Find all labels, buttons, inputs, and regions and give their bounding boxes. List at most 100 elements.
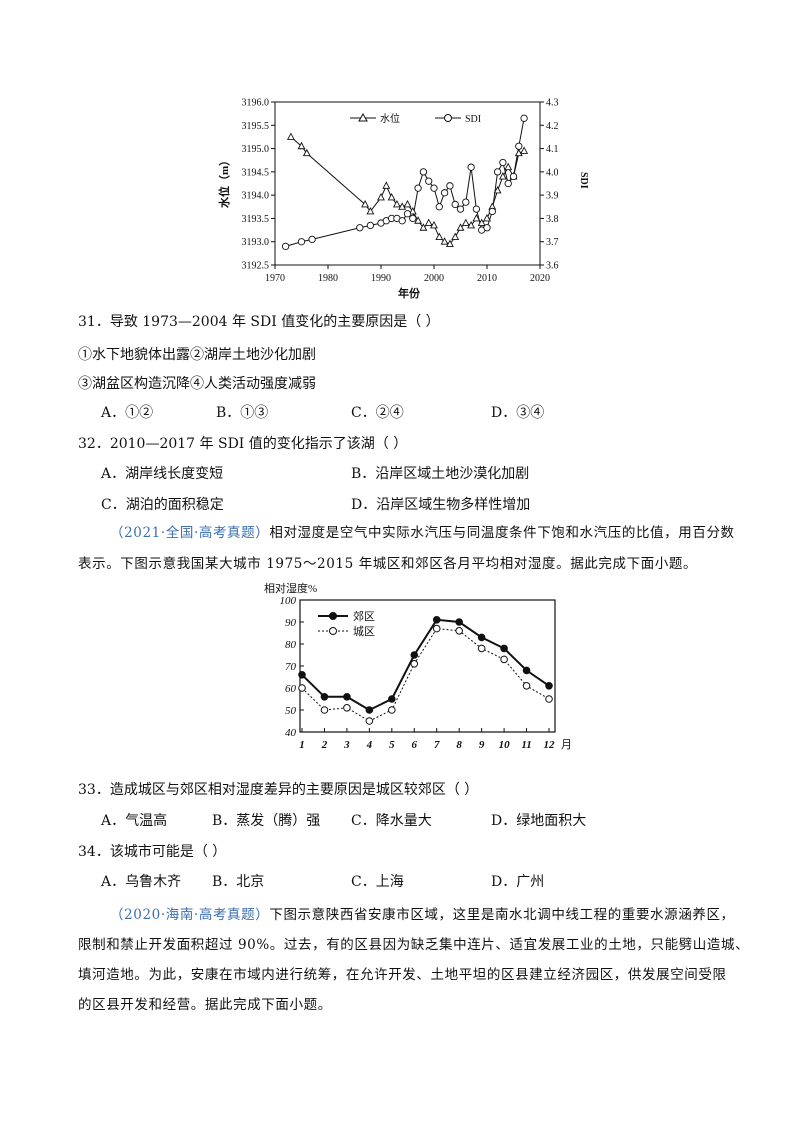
water-level-point — [461, 218, 470, 227]
q31-option-d[interactable]: D．③④ — [491, 405, 545, 421]
sdi-point — [308, 235, 316, 244]
urban-point — [320, 706, 329, 714]
x-tick-label: 2010 — [477, 273, 497, 284]
urban-point — [500, 655, 508, 664]
sdi-point — [515, 142, 523, 150]
q34-option-c[interactable]: C．上海 — [351, 874, 404, 890]
water-level-point — [382, 181, 391, 189]
suburb-point — [477, 633, 486, 642]
y-left-tick-label: 3192.5 — [242, 261, 270, 272]
water-level-sdi-chart: 3196.0 3195.5 3195.0 3194.5 3194.0 3193.5 3193… — [217, 98, 589, 301]
q33-option-c[interactable]: C．降水量大 — [351, 813, 432, 829]
q31-option-c[interactable]: C．②④ — [351, 405, 404, 421]
water-level-point — [483, 213, 491, 222]
legend-suburb: 郊区 — [353, 610, 375, 623]
x-tick-label: 1970 — [265, 273, 285, 284]
q32-option-a[interactable]: A．湖岸线长度变短 — [101, 466, 224, 482]
q31-statement-2: ③湖盆区构造沉降④人类活动强度减弱 — [78, 376, 316, 392]
sdi-point — [462, 198, 470, 206]
q32-option-c[interactable]: C．湖泊的面积稳定 — [101, 497, 224, 513]
water-level-point — [456, 223, 465, 231]
water-level-point — [419, 223, 428, 231]
sdi-point — [281, 242, 290, 251]
water-level-point — [414, 216, 423, 224]
sdi-point — [297, 238, 306, 246]
q31-option-b[interactable]: B．①③ — [216, 405, 269, 421]
chart2-x-tick-label: 12 — [544, 739, 556, 751]
suburb-point — [388, 695, 396, 703]
water-level-point — [445, 239, 454, 247]
passage2-source[interactable]: （2020·海南·高考真题） — [110, 907, 270, 923]
legend-sdi: SDI — [465, 114, 481, 125]
passage1-source[interactable]: （2021·全国·高考真题） — [110, 525, 270, 541]
q34-option-d[interactable]: D．广州 — [491, 874, 545, 890]
y-left-tick-label: 3195.0 — [242, 144, 270, 155]
sdi-point — [472, 205, 481, 213]
urban-point — [522, 682, 531, 690]
urban-point — [432, 624, 441, 633]
q32-option-d[interactable]: D．沿岸区域生物多样性增加 — [351, 497, 531, 513]
q32-option-b[interactable]: B．沿岸区域土地沙漠化加剧 — [351, 466, 530, 482]
water-level-point — [361, 200, 370, 208]
chart2-x-unit: 月 — [561, 739, 572, 751]
chart2-legend: 郊区 城区 — [318, 610, 375, 638]
passage1-line2: 表示。下图示意我国某大城市 1975～2015 年城区和郊区各月平均相对湿度。据… — [78, 556, 698, 572]
water-level-point — [403, 200, 412, 208]
passage1-line1: （2021·全国·高考真题）相对湿度是空气中实际水汽压与同温度条件下饱和水汽压的… — [110, 525, 735, 541]
y-left-tick-label: 3196.0 — [242, 98, 270, 109]
urban-point — [365, 717, 374, 725]
chart2-y-tick-label: 50 — [285, 705, 297, 717]
suburb-point — [545, 682, 553, 690]
suburb-point — [500, 644, 508, 653]
chart2-x-tick-label: 11 — [521, 739, 531, 751]
suburb-point — [365, 706, 374, 714]
y-right-tick-label: 3.8 — [546, 214, 559, 225]
y-axis-left-label: 水位（m） — [217, 155, 231, 208]
chart2-x-tick-label: 5 — [389, 739, 395, 751]
y-left-tick-label: 3195.5 — [242, 121, 270, 132]
suburb-line — [301, 618, 550, 712]
q34-stem: 34．该城市可能是（ ） — [78, 844, 227, 860]
sdi-point — [398, 217, 406, 225]
q33-option-a[interactable]: A．气温高 — [101, 813, 168, 829]
sdi-point — [493, 168, 502, 176]
urban-point — [410, 660, 419, 668]
water-level-point — [377, 193, 385, 201]
suburb-point — [320, 693, 329, 701]
q33-option-d[interactable]: D．绿地面积大 — [491, 813, 587, 829]
q31-option-a[interactable]: A．①② — [101, 405, 154, 421]
suburb-point — [343, 693, 351, 701]
passage2-line4: 的区县开发和经营。据此完成下面小题。 — [78, 997, 332, 1013]
y-left-tick-label: 3193.5 — [242, 214, 270, 225]
suburb-point — [455, 618, 463, 626]
sdi-point — [488, 207, 496, 216]
chart2-x-tick-label: 10 — [499, 739, 511, 751]
water-level-point — [424, 218, 433, 227]
q34-option-b[interactable]: B．北京 — [212, 874, 265, 890]
sdi-point — [504, 179, 512, 188]
y-right-tick-label: 3.7 — [546, 237, 559, 248]
water-level-point — [302, 148, 311, 157]
y-left-tick-label: 3194.0 — [242, 191, 270, 202]
chart2-y-tick-label: 100 — [280, 595, 297, 607]
sdi-point — [409, 214, 417, 223]
water-level-point — [520, 146, 529, 154]
suburb-point — [410, 651, 419, 659]
q31-stem: 31．导致 1973—2004 年 SDI 值变化的主要原因是（ ） — [78, 314, 440, 330]
chart2-x-tick-label: 2 — [321, 739, 328, 751]
x-tick-label: 1980 — [318, 273, 338, 284]
q34-option-a[interactable]: A．乌鲁木齐 — [101, 874, 182, 890]
chart1-legend: 水位 SDI — [350, 112, 481, 125]
q33-option-b[interactable]: B．蒸发（腾）强 — [212, 813, 321, 829]
y-right-tick-label: 4.3 — [546, 98, 559, 109]
sdi-point — [430, 184, 438, 192]
chart2-y-tick-label: 40 — [285, 727, 297, 739]
x-axis-label: 年份 — [398, 286, 421, 300]
y-right-tick-label: 3.6 — [546, 261, 559, 272]
chart2-y-label: 相对湿度% — [264, 581, 317, 595]
y-right-tick-label: 4.0 — [546, 167, 559, 178]
water-level-point — [498, 172, 507, 180]
chart2-x-tick-label: 7 — [434, 739, 440, 751]
water-level-point — [297, 141, 306, 150]
